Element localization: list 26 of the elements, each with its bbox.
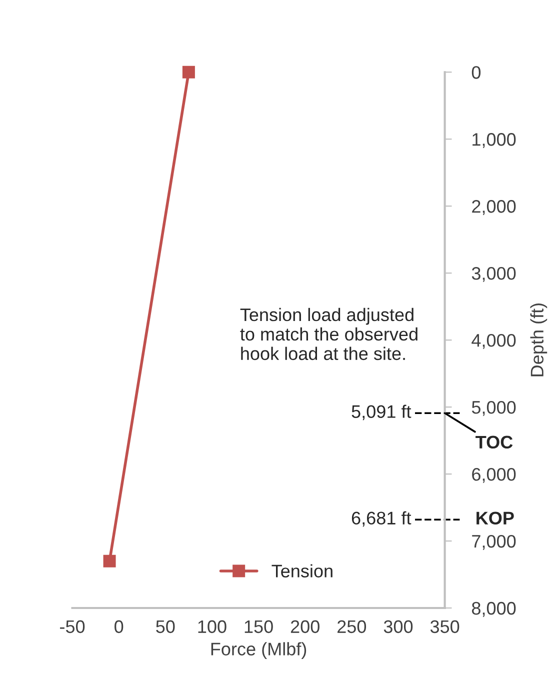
annotation: TOC <box>476 436 513 449</box>
x-tick-label: -50 <box>60 620 85 634</box>
annotation: Tension load adjusted to match the observed hook load at the site. <box>240 308 418 360</box>
y-tick-label: 3,000 <box>472 267 516 282</box>
x-tick-label: 200 <box>290 620 320 634</box>
y-tick-label: 6,000 <box>472 468 516 483</box>
annotation: KOP <box>476 512 514 524</box>
x-tick-label: 250 <box>338 620 366 634</box>
y-tick-label: 5,000 <box>472 400 516 416</box>
x-tick-label: 350 <box>430 620 460 634</box>
x-axis-title: Force (Mlbf) <box>211 642 306 660</box>
x-tick-label: 50 <box>156 620 175 634</box>
x-tick-label: 0 <box>114 620 124 634</box>
y-tick-label: 1,000 <box>472 133 516 148</box>
y-tick-label: 0 <box>472 66 481 79</box>
legend-label: Tension <box>272 564 332 578</box>
x-tick-label: 300 <box>384 620 413 634</box>
y-tick-label: 8,000 <box>472 602 516 617</box>
x-tick-label: 100 <box>198 620 226 634</box>
y-tick-label: 2,000 <box>472 200 516 215</box>
y-axis-title: Depth (ft) <box>530 304 548 376</box>
x-tick-label: 150 <box>244 620 273 634</box>
y-tick-label: 7,000 <box>472 534 516 550</box>
y-tick-label: 4,000 <box>472 334 516 349</box>
ref-line-label: 5,091 ft <box>352 404 412 420</box>
ref-line-label: 6,681 ft <box>352 511 412 527</box>
